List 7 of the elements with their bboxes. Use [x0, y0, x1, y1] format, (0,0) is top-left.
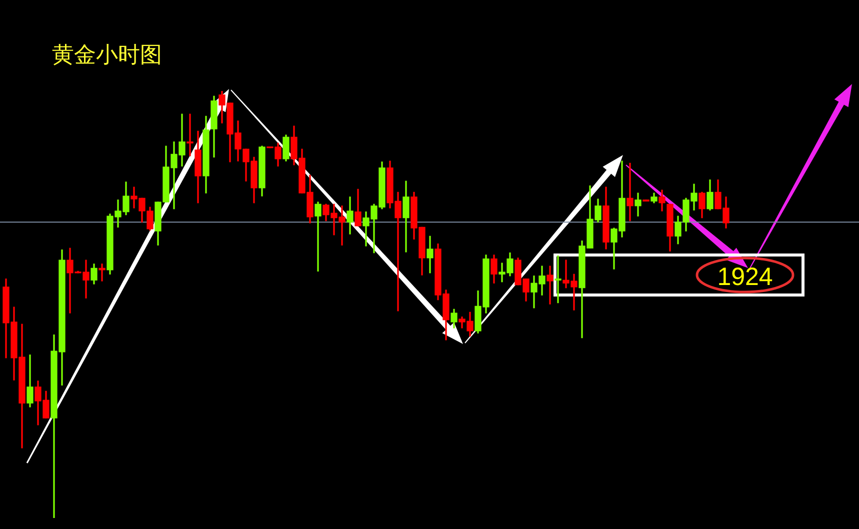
- candlestick: [626, 162, 634, 222]
- chart-title: 黄金小时图: [52, 42, 162, 70]
- candlestick: [546, 266, 554, 304]
- candlestick: [186, 114, 194, 156]
- annotation: 1924: [716, 262, 774, 292]
- candlestick: [314, 202, 322, 272]
- candlestick: [554, 255, 562, 304]
